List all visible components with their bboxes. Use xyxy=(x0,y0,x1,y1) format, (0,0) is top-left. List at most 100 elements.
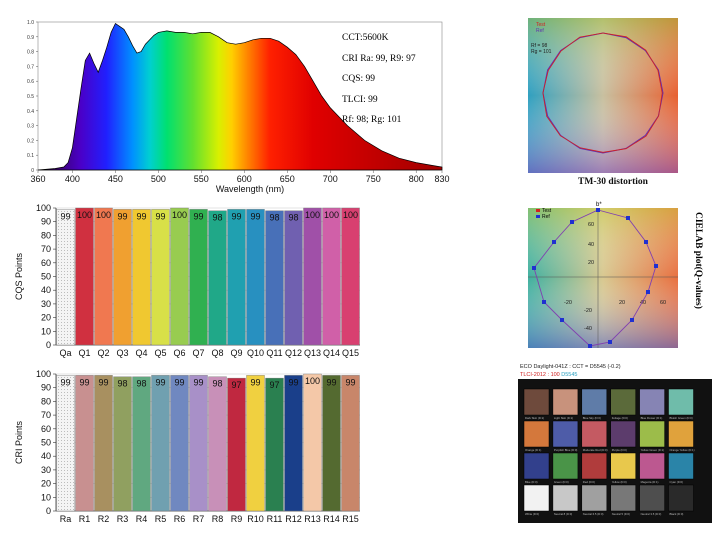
bar-R7 xyxy=(189,375,208,512)
bar-Q14 xyxy=(322,207,341,346)
bar-value-label: 99 xyxy=(136,211,146,221)
x-tick-label: R12 xyxy=(285,514,302,524)
cri-chart: 0 10 20 30 40 50 60 70 80 90 100 99 Ra 99 R1 99 R2 98 R3 98… xyxy=(14,369,360,524)
spd-x-axis-label: Wavelength (nm) xyxy=(216,184,284,194)
bar-R14 xyxy=(322,375,341,512)
cielab-point xyxy=(588,344,592,348)
bar-R8 xyxy=(208,376,227,512)
bar-value-label: 99 xyxy=(193,211,203,221)
color-patch-label: Cyan (D:0) xyxy=(670,480,684,484)
spd-x-tick-label: 360 xyxy=(30,174,45,184)
y-tick-label: 60 xyxy=(41,424,51,434)
bar-Ra xyxy=(56,375,75,512)
x-tick-label: Q11 xyxy=(266,348,282,358)
spd-y-tick-label: 0.3 xyxy=(27,124,34,130)
spd-y-tick-label: 0.2 xyxy=(27,138,34,144)
color-patch-label: Bluish Green (D:0) xyxy=(670,416,693,420)
x-tick-label: Q2 xyxy=(97,348,109,358)
cielab-tick-y1: 60 xyxy=(588,222,594,228)
spd-y-tick-label: 1.0 xyxy=(27,20,34,26)
color-patch xyxy=(610,388,636,416)
cri-value: CRI Ra: 99, R9: 97 xyxy=(342,53,416,64)
tm30-panel: Test Ref Rf = 98 Rg = 101 xyxy=(528,18,678,173)
color-patch xyxy=(523,388,550,416)
color-patch xyxy=(552,388,579,416)
color-patch xyxy=(639,452,665,480)
bar-value-label: 99 xyxy=(288,377,298,387)
cielab-points xyxy=(532,208,658,348)
bar-value-label: 97 xyxy=(269,380,279,390)
color-patch xyxy=(552,452,579,480)
spd-panel: 0 0.1 0.2 0.3 0.4 0.5 0.6 0.7 0.8 0.9 1.0 360 400 450… xyxy=(0,0,460,200)
y-tick-label: 90 xyxy=(41,383,51,393)
cielab-caption-box: CIELAB plot(Q-values) xyxy=(692,212,706,340)
tm30-caption: TM-30 distortion xyxy=(578,177,648,187)
x-tick-label: Q7 xyxy=(192,348,204,358)
bar-R9 xyxy=(227,377,246,512)
bar-value-label: 98 xyxy=(212,213,222,223)
cri-panel: 0 10 20 30 40 50 60 70 80 90 100 99 Ra 99 R1 99 R2 98 R3 98… xyxy=(0,364,375,532)
bar-R1 xyxy=(75,375,94,512)
y-tick-label: 40 xyxy=(41,285,51,295)
cielab-point xyxy=(644,240,648,244)
y-tick-label: 0 xyxy=(46,506,51,516)
cielab-point xyxy=(654,264,658,268)
color-patch xyxy=(610,484,636,512)
color-patch-label: Purplish Blue (D:0) xyxy=(554,448,578,452)
x-tick-label: Q4 xyxy=(135,348,147,358)
bar-Q6 xyxy=(170,207,189,346)
bar-R4 xyxy=(132,376,151,512)
bar-Q15 xyxy=(341,207,360,346)
bar-Q5 xyxy=(151,209,170,346)
cielab-tick-y4: -20 xyxy=(584,308,592,314)
tm30-legend-test: Test xyxy=(536,22,546,28)
color-patch-label: Orange (D:1) xyxy=(525,448,541,452)
bar-Q9 xyxy=(227,209,246,346)
color-patch-label: Red (D:0) xyxy=(583,480,595,484)
color-patch xyxy=(668,388,694,416)
color-patch xyxy=(552,420,579,448)
color-patch-label: Yellow Green (D:1) xyxy=(641,448,665,452)
x-tick-label: R9 xyxy=(231,514,243,524)
bar-value-label: 100 xyxy=(96,210,111,220)
y-tick-label: 50 xyxy=(41,438,51,448)
bar-value-label: 100 xyxy=(305,210,320,220)
bar-value-label: 98 xyxy=(117,379,127,389)
spd-y-tick-label: 0.1 xyxy=(27,153,34,159)
y-tick-label: 40 xyxy=(41,451,51,461)
x-tick-label: Q13 xyxy=(304,348,321,358)
bar-R13 xyxy=(303,373,322,512)
y-axis-label: CRI Points xyxy=(14,420,24,464)
bar-R10 xyxy=(246,375,265,512)
cielab-point xyxy=(646,290,650,294)
bar-Q7 xyxy=(189,209,208,346)
tm30-rf: Rf = 98 xyxy=(531,43,547,49)
color-patch-label: Purple (D:0) xyxy=(612,448,627,452)
color-patch-label: Dark Skin (D:1) xyxy=(525,416,544,420)
spd-y-tick-label: 0.8 xyxy=(27,50,34,56)
y-tick-label: 80 xyxy=(41,230,51,240)
x-tick-label: Ra xyxy=(60,514,72,524)
bar-value-label: 99 xyxy=(79,377,89,387)
y-tick-label: 80 xyxy=(41,396,51,406)
spd-y-tick-label: 0 xyxy=(31,168,34,174)
x-tick-label: Q1 xyxy=(78,348,90,358)
x-tick-label: Q6 xyxy=(173,348,185,358)
cielab-tick-x1: -20 xyxy=(564,300,572,306)
cielab-point xyxy=(560,318,564,322)
tm30-distortion-graphic: Test Ref Rf = 98 Rg = 101 xyxy=(528,18,678,173)
bar-value-label: 99 xyxy=(155,377,165,387)
bar-value-label: 98 xyxy=(269,213,279,223)
bar-R11 xyxy=(265,377,284,512)
color-patch-label: Light Skin (D:1) xyxy=(554,416,573,420)
x-tick-label: R4 xyxy=(136,514,148,524)
x-tick-label: R13 xyxy=(304,514,321,524)
color-patch xyxy=(523,484,550,512)
tm30-legend-ref: Ref xyxy=(536,28,544,34)
bar-Q2 xyxy=(94,207,113,346)
bar-Q13 xyxy=(303,207,322,346)
spd-x-tick-label: 400 xyxy=(65,174,80,184)
cielab-legend-test-swatch xyxy=(536,209,540,212)
spd-x-tick-label: 800 xyxy=(409,174,424,184)
cielab-panel: b* -20 20 40 60 60 40 20 -20 -40 Test Re… xyxy=(528,200,678,348)
